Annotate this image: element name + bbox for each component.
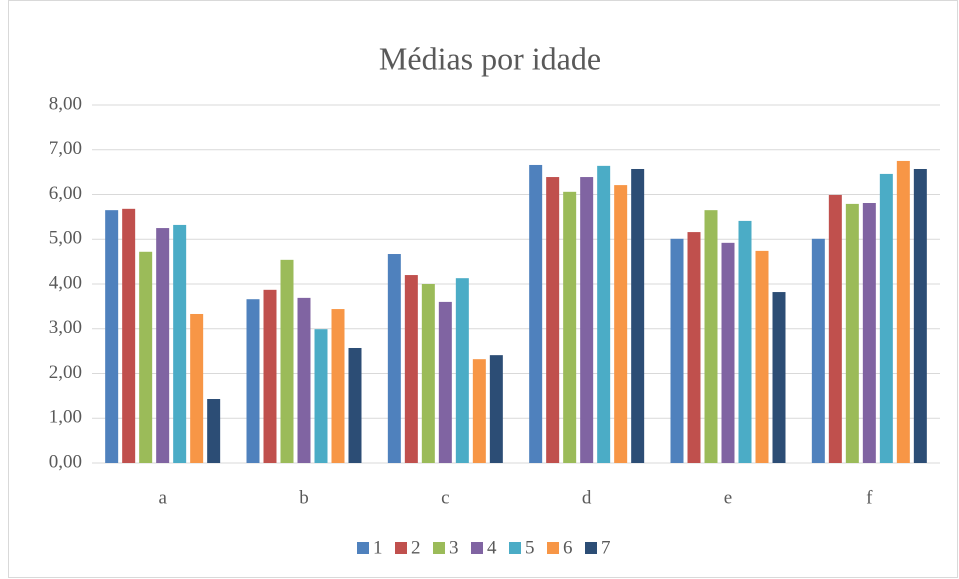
bar <box>122 208 136 463</box>
bar <box>455 278 469 463</box>
bar <box>704 210 718 463</box>
x-tick-label: a <box>158 487 167 508</box>
legend-label: 6 <box>563 537 573 558</box>
bar <box>755 250 769 463</box>
bar <box>173 224 187 463</box>
bar <box>421 284 435 463</box>
x-tick-label: b <box>299 487 309 508</box>
x-tick-label: e <box>724 487 732 508</box>
bar <box>246 299 260 463</box>
bar <box>404 275 418 463</box>
bar <box>105 210 119 463</box>
bar <box>896 160 910 463</box>
bar <box>580 177 594 464</box>
legend-label: 4 <box>487 537 497 558</box>
legend-label: 5 <box>525 537 535 558</box>
bar <box>387 254 401 463</box>
legend-swatch <box>585 542 597 554</box>
legend-swatch <box>357 542 369 554</box>
bar <box>190 313 204 463</box>
bar <box>670 238 684 463</box>
y-tick-label: 6,00 <box>49 183 82 204</box>
bar <box>489 355 503 463</box>
bar <box>631 168 645 463</box>
bar <box>139 251 153 463</box>
bar <box>811 238 825 463</box>
y-tick-label: 2,00 <box>49 362 82 383</box>
bar <box>546 177 560 464</box>
bar <box>297 297 311 463</box>
bar <box>207 399 221 463</box>
bar <box>845 203 859 463</box>
x-tick-label: d <box>582 487 592 508</box>
bar <box>438 301 452 463</box>
bar <box>263 289 277 463</box>
legend-swatch <box>509 542 521 554</box>
y-tick-label: 3,00 <box>49 317 82 338</box>
legend-label: 7 <box>601 537 611 558</box>
y-tick-label: 4,00 <box>49 272 82 293</box>
bar <box>772 292 786 463</box>
chart-title: Médias por idade <box>379 40 601 76</box>
bar <box>529 164 543 463</box>
legend-label: 3 <box>449 537 459 558</box>
y-tick-label: 0,00 <box>49 451 82 472</box>
legend-label: 1 <box>373 537 383 558</box>
bar <box>828 194 842 463</box>
bar <box>156 228 170 463</box>
bar <box>472 359 486 463</box>
y-tick-label: 1,00 <box>49 407 82 428</box>
y-tick-label: 8,00 <box>49 93 82 114</box>
bar <box>687 232 701 463</box>
legend-swatch <box>395 542 407 554</box>
bar <box>879 173 893 464</box>
y-tick-label: 5,00 <box>49 228 82 249</box>
bar <box>862 203 876 463</box>
bar <box>597 165 611 464</box>
x-tick-label: c <box>441 487 449 508</box>
y-tick-label: 7,00 <box>49 138 82 159</box>
bar <box>331 309 345 463</box>
bar <box>614 185 628 464</box>
legend-swatch <box>433 542 445 554</box>
bar <box>913 168 927 463</box>
bar <box>738 220 752 463</box>
legend-swatch <box>471 542 483 554</box>
legend-label: 2 <box>411 537 421 558</box>
legend-swatch <box>547 542 559 554</box>
bar <box>280 259 294 463</box>
bar <box>314 329 328 463</box>
bar <box>721 242 735 463</box>
bar <box>348 347 362 463</box>
x-tick-label: f <box>866 487 873 508</box>
bar <box>563 191 577 463</box>
